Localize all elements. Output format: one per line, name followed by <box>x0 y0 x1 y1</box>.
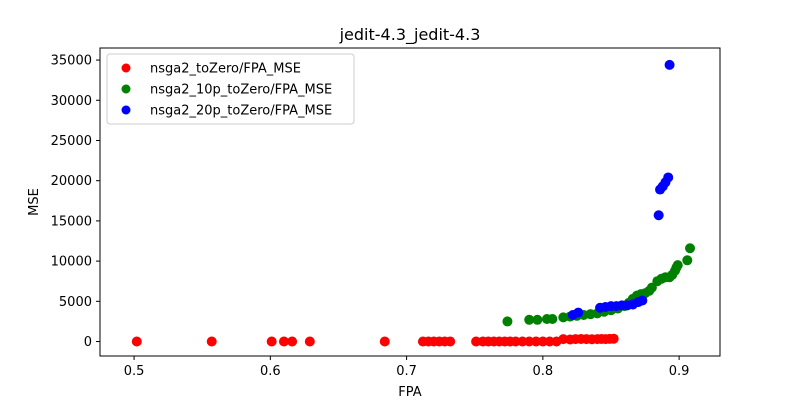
data-point <box>304 336 315 347</box>
data-point <box>664 59 675 70</box>
legend-marker <box>121 105 131 115</box>
data-point <box>278 336 289 347</box>
legend: nsga2_toZero/FPA_MSE nsga2_10p_toZero/FPA… <box>106 53 355 125</box>
legend-marker <box>121 84 131 94</box>
data-point <box>637 295 648 306</box>
legend-entry: nsga2_20p_toZero/FPA_MSE <box>121 104 332 119</box>
data-points <box>131 59 696 347</box>
y-tick-label: 25000 <box>51 134 92 149</box>
data-point <box>682 255 693 266</box>
x-axis-title: FPA <box>398 385 421 400</box>
legend-entry: nsga2_toZero/FPA_MSE <box>121 62 301 77</box>
legend-label: nsga2_20p_toZero/FPA_MSE <box>150 104 332 119</box>
legend-label: nsga2_toZero/FPA_MSE <box>150 62 301 77</box>
legend-entry: nsga2_10p_toZero/FPA_MSE <box>121 83 332 98</box>
data-point <box>287 336 298 347</box>
legend-label: nsga2_10p_toZero/FPA_MSE <box>150 83 332 98</box>
data-point <box>445 336 456 347</box>
data-point <box>379 336 390 347</box>
legend-marker <box>121 63 131 73</box>
data-point <box>608 333 619 344</box>
series-3 <box>567 59 675 320</box>
series-2 <box>502 243 696 327</box>
data-point <box>502 316 513 327</box>
data-point <box>131 336 142 347</box>
data-point <box>524 314 535 325</box>
x-tick-label: 0.6 <box>260 364 281 379</box>
x-tick-label: 0.7 <box>396 364 417 379</box>
chart-title: jedit-4.3_jedit-4.3 <box>339 25 481 45</box>
x-tick-label: 0.9 <box>669 364 690 379</box>
legend-box <box>106 53 355 125</box>
y-tick-label: 5000 <box>59 295 92 310</box>
x-tick-label: 0.8 <box>533 364 554 379</box>
data-point <box>532 314 543 325</box>
y-tick-label: 35000 <box>51 54 92 69</box>
data-point <box>685 243 696 254</box>
y-tick-label: 10000 <box>51 255 92 270</box>
data-point <box>573 307 584 318</box>
plot-frame <box>99 47 721 357</box>
data-point <box>663 172 674 183</box>
y-tick-label: 20000 <box>51 174 92 189</box>
data-point <box>653 210 664 221</box>
y-axis-title: MSE <box>27 188 42 216</box>
y-tick-label: 0 <box>84 335 92 350</box>
data-point <box>206 336 217 347</box>
y-axis-ticks: 0 5000 10000 15000 20000 25000 30000 35000 <box>51 54 100 350</box>
data-point <box>672 260 683 271</box>
data-point <box>266 336 277 347</box>
x-tick-label: 0.5 <box>124 364 145 379</box>
y-tick-label: 15000 <box>51 214 92 229</box>
x-axis-ticks: 0.5 0.6 0.7 0.8 0.9 <box>124 356 690 379</box>
series-1 <box>131 333 619 347</box>
data-point <box>547 314 558 325</box>
y-tick-label: 30000 <box>51 94 92 109</box>
